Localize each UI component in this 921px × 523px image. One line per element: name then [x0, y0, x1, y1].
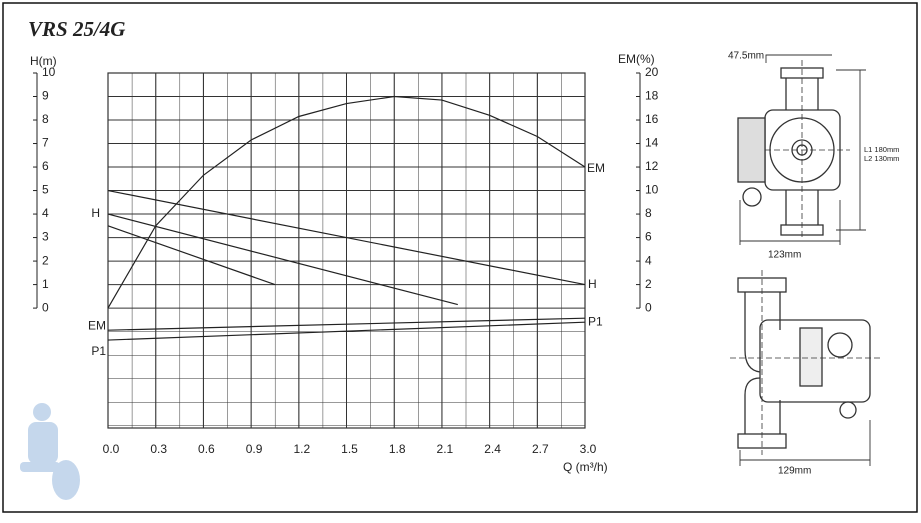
series-label: H: [91, 206, 100, 220]
y-tick-label: 7: [42, 136, 49, 150]
top-view-drawing: [737, 54, 866, 245]
y-tick-label: 10: [42, 65, 56, 79]
y2-tick-label: 4: [645, 253, 652, 267]
series-line: [107, 321, 586, 341]
y-tick-label: 4: [42, 206, 49, 220]
x-tick-label: 2.1: [437, 442, 454, 456]
y2-axis-label: EM(%): [618, 52, 655, 66]
y-tick-label: 6: [42, 159, 49, 173]
y2-tick-label: 20: [645, 65, 659, 79]
series-label: EM: [88, 318, 106, 332]
y-tick-label: 9: [42, 89, 49, 103]
y2-tick-label: 10: [645, 183, 659, 197]
series-line: [107, 213, 458, 306]
x-tick-label: 0.3: [150, 442, 167, 456]
y2-tick-label: 2: [645, 277, 652, 291]
x-tick-label: 1.8: [389, 442, 406, 456]
y-axis-label: H(m): [30, 54, 57, 68]
x-tick-label: 1.2: [293, 442, 310, 456]
x-tick-label: 0.6: [198, 442, 215, 456]
dimension-label: 123mm: [768, 250, 801, 261]
y2-tick-label: 18: [645, 89, 659, 103]
y-tick-label: 0: [42, 300, 49, 314]
series-label: P1: [588, 314, 603, 328]
dimension-label: 47.5mm: [728, 51, 764, 62]
chart-title: VRS 25/4G: [28, 17, 125, 41]
series-line: [107, 225, 276, 286]
series-line: [107, 189, 586, 286]
y-tick-label: 1: [42, 277, 49, 291]
y2-tick-label: 12: [645, 159, 659, 173]
y2-tick-label: 14: [645, 136, 659, 150]
x-tick-label: 2.7: [532, 442, 549, 456]
dimension-label: L1 180mm: [864, 145, 899, 154]
series-label: H: [588, 277, 597, 291]
dimension-label: 129mm: [778, 466, 811, 477]
x-tick-label: 0.0: [103, 442, 120, 456]
side-view-drawing: [730, 270, 880, 466]
y-tick-label: 5: [42, 183, 49, 197]
plumber-icon: [20, 403, 80, 500]
x-tick-label: 1.5: [341, 442, 358, 456]
y-tick-label: 3: [42, 230, 49, 244]
series-label: EM: [587, 161, 605, 175]
y-tick-label: 8: [42, 112, 49, 126]
y2-tick-label: 0: [645, 300, 652, 314]
frame: [2, 2, 918, 513]
y2-tick-label: 6: [645, 230, 652, 244]
x-tick-label: 2.4: [484, 442, 501, 456]
y2-tick-label: 8: [645, 206, 652, 220]
series-line: [107, 95, 586, 309]
x-axis-label: Q (m³/h): [563, 460, 608, 474]
y-tick-label: 2: [42, 253, 49, 267]
x-tick-label: 3.0: [580, 442, 597, 456]
series-label: P1: [91, 344, 106, 358]
series-line: [107, 317, 586, 331]
x-tick-label: 0.9: [246, 442, 263, 456]
dimension-label: L2 130mm: [864, 154, 899, 163]
y2-tick-label: 16: [645, 112, 659, 126]
